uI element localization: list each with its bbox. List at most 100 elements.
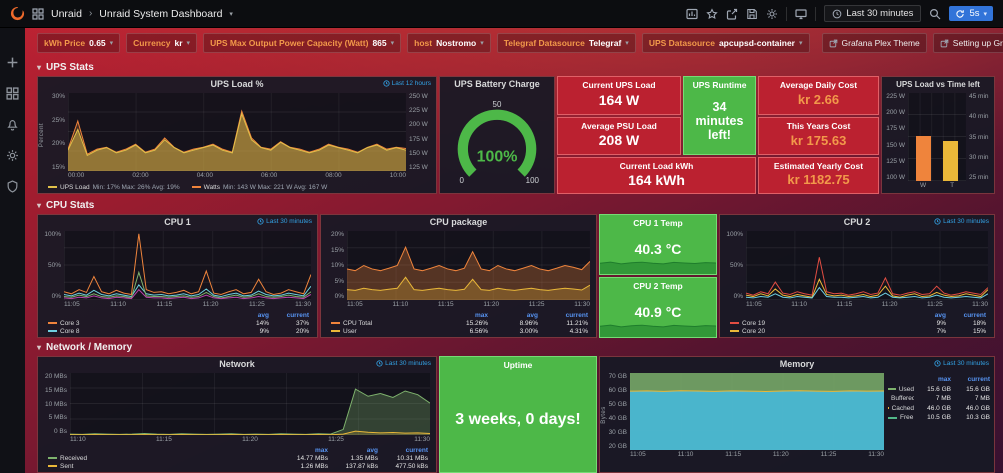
legend-col-header[interactable]: current (967, 376, 990, 384)
legend-series[interactable]: Buffered (891, 395, 914, 403)
tick-label: 0% (51, 293, 61, 300)
panel-title[interactable]: CPU 1 (164, 217, 191, 227)
alerting-bell-icon[interactable] (6, 118, 19, 131)
tick-label: 30 min (969, 153, 989, 161)
legend-col-header[interactable]: current (565, 311, 588, 319)
tick-label: 250 W (409, 93, 428, 100)
add-panel-icon[interactable] (686, 8, 698, 20)
help-shield-icon[interactable] (6, 180, 19, 193)
legend-col-header[interactable]: avg (526, 311, 538, 319)
cycle-view-monitor-icon[interactable] (795, 8, 807, 20)
series-marker (48, 465, 57, 467)
tick-label: 125 W (409, 163, 428, 171)
legend-col-header[interactable]: current (963, 311, 986, 319)
legend-col-header[interactable]: max (474, 311, 488, 319)
panel-title[interactable]: Memory (779, 359, 815, 369)
legend-col-header[interactable]: current (286, 311, 309, 319)
cpu2-chart[interactable] (746, 231, 988, 300)
star-icon[interactable] (706, 7, 719, 20)
legend-series[interactable]: CPU Total (331, 320, 440, 327)
breadcrumb-title[interactable]: Unraid System Dashboard (99, 7, 223, 20)
cpu1-chart[interactable] (64, 231, 311, 300)
legend-col-header[interactable]: max (314, 446, 328, 454)
configuration-gear-icon[interactable] (6, 149, 19, 162)
legend-series[interactable]: Core 8 (48, 328, 233, 335)
legend-series[interactable]: UPS Load Min: 17% Max: 26% Avg: 19% (48, 184, 180, 191)
legend-value: 7% (936, 327, 946, 335)
stat-title[interactable]: UPS Runtime (692, 80, 747, 90)
series-name[interactable]: Watts (203, 183, 220, 191)
refresh-button[interactable]: 5s ▾ (949, 6, 993, 21)
legend-series[interactable]: Received (48, 455, 280, 462)
stat-title[interactable]: This Years Cost (786, 121, 851, 131)
battery-gauge[interactable]: 50 0 100 100% (440, 92, 554, 190)
ups-load-chart[interactable] (68, 93, 406, 171)
legend-col-header[interactable]: avg (366, 446, 378, 454)
panel-title[interactable]: UPS Battery Charge (454, 79, 540, 89)
legend-series[interactable]: Core 20 (730, 328, 910, 335)
time-override-label: Last 30 minutes (943, 360, 989, 367)
panel-title[interactable]: Network (219, 359, 255, 369)
save-icon[interactable] (746, 8, 758, 20)
breadcrumb-folder[interactable]: Unraid (51, 7, 82, 20)
panel-memory: Memory Last 30 minutes Bytes 70 GB 60 GB 5… (599, 356, 995, 473)
var-ups-max-capacity[interactable]: UPS Max Output Power Capacity (Watt) 865… (203, 33, 402, 53)
var-telegraf-datasource[interactable]: Telegraf Datasource Telegraf ▾ (496, 33, 636, 53)
var-ups-datasource[interactable]: UPS Datasource apcupsd-container ▾ (641, 33, 810, 53)
var-kwh-price[interactable]: kWh Price 0.65 ▾ (37, 33, 121, 53)
legend-series[interactable]: Core 3 (48, 320, 233, 327)
tick-label: 11:25 (248, 301, 265, 308)
series-name[interactable]: UPS Load (60, 183, 90, 191)
legend-series[interactable]: Watts Min: 143 W Max: 221 W Avg: 167 W (191, 183, 327, 191)
row-header-cpu-stats[interactable]: ▾ CPU Stats (37, 198, 94, 212)
link-ups-monitoring-guide[interactable]: Setting up Grafana and InfluxDB for UPS … (932, 33, 1003, 53)
zoom-out-search-icon[interactable] (929, 8, 941, 20)
tick-label: 125 W (886, 157, 905, 165)
legend-value: 3.00% (519, 327, 538, 335)
legend-col-header[interactable]: avg (934, 311, 946, 319)
panel-title[interactable]: CPU 2 (843, 217, 871, 227)
share-icon[interactable] (726, 8, 738, 20)
legend-series[interactable]: Core 19 (730, 320, 910, 327)
create-plus-icon[interactable] (6, 56, 19, 69)
grafana-logo[interactable] (10, 6, 25, 21)
dashboards-icon[interactable] (6, 87, 19, 100)
legend-series[interactable]: Cached (888, 404, 914, 412)
stat-title[interactable]: Average Daily Cost (779, 80, 858, 90)
legend-series[interactable]: Used (888, 386, 914, 393)
clock-icon (832, 9, 842, 19)
legend-col-header[interactable]: max (937, 376, 951, 384)
settings-gear-icon[interactable] (766, 8, 778, 20)
panel-title[interactable]: CPU package (429, 217, 488, 227)
legend-value: 15% (972, 327, 986, 335)
network-chart[interactable] (70, 373, 430, 435)
legend-series[interactable]: Free (888, 414, 914, 421)
tick-label: 11:30 (414, 436, 430, 443)
stat-title[interactable]: Current Load kWh (619, 161, 694, 171)
link-grafana-plex-theme[interactable]: Grafana Plex Theme (821, 33, 927, 53)
stat-title[interactable]: Current UPS Load (582, 80, 656, 90)
time-range-picker[interactable]: Last 30 minutes (824, 5, 922, 22)
memory-chart[interactable] (630, 373, 884, 450)
stat-title[interactable]: Uptime (503, 360, 533, 370)
stat-title[interactable]: Average PSU Load (581, 121, 657, 131)
stat-title[interactable]: CPU 1 Temp (633, 218, 683, 228)
panel-title[interactable]: UPS Load vs Time left (896, 80, 980, 89)
row-header-network-memory[interactable]: ▾ Network / Memory (37, 340, 132, 354)
panel-cpu2-temp: CPU 2 Temp 40.9 °C (599, 277, 717, 338)
stat-title[interactable]: Estimated Yearly Cost (773, 161, 864, 171)
chevron-down-icon[interactable]: ▾ (229, 10, 233, 18)
legend-col-header[interactable]: current (405, 446, 428, 454)
var-host[interactable]: host Nostromo ▾ (407, 33, 491, 53)
panel-title[interactable]: UPS Load % (210, 79, 264, 89)
legend-col-header[interactable]: avg (257, 311, 269, 319)
stat-title[interactable]: CPU 2 Temp (633, 281, 683, 291)
ups-bar-chart[interactable] (908, 93, 966, 181)
legend-series[interactable]: User (331, 328, 440, 335)
row-header-ups-stats[interactable]: ▾ UPS Stats (37, 60, 94, 74)
var-currency[interactable]: Currency kr ▾ (126, 33, 198, 53)
cpu-package-chart[interactable] (347, 231, 590, 300)
tick-label: 11:25 (926, 301, 943, 308)
tick-label: 150 W (886, 141, 905, 149)
legend-series[interactable]: Sent (48, 463, 280, 470)
